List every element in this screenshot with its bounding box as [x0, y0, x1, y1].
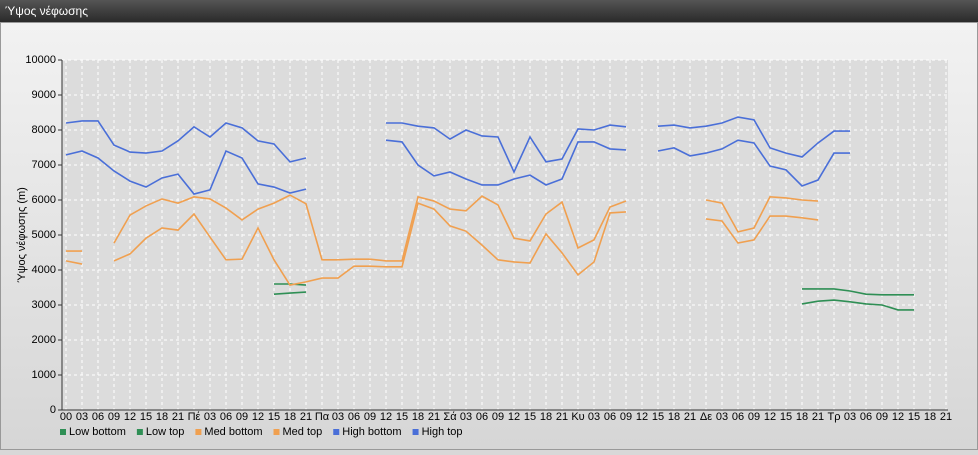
legend-label: Med bottom — [204, 426, 262, 438]
grid — [62, 59, 948, 411]
x-tick-label: 15 — [524, 411, 536, 423]
legend-label: Low top — [146, 426, 185, 438]
x-tick-label: 21 — [300, 411, 312, 423]
lines — [65, 116, 914, 311]
x-tick-label: 15 — [268, 411, 280, 423]
y-tick-label: 1000 — [32, 369, 56, 381]
y-tick-label: 7000 — [32, 159, 56, 171]
y-tick-label: 3000 — [32, 299, 56, 311]
x-tick-label: 09 — [620, 411, 632, 423]
legend-label: Low bottom — [69, 426, 126, 438]
legend-swatch — [412, 429, 419, 435]
x-tick-label: 21 — [556, 411, 568, 423]
x-tick-label: 06 — [860, 411, 872, 423]
x-tick-label: 18 — [284, 411, 296, 423]
x-tick-label: 06 — [604, 411, 616, 423]
x-tick-label: Κυ — [571, 411, 584, 423]
x-tick-label: 12 — [124, 411, 136, 423]
x-tick-label: 03 — [716, 411, 728, 423]
y-tick-label: 10000 — [25, 54, 56, 66]
legend-label: High top — [422, 426, 463, 438]
series-line — [65, 139, 850, 195]
x-tick-label: 12 — [636, 411, 648, 423]
x-tick-label: 00 — [60, 411, 72, 423]
y-tick-label: 0 — [50, 404, 56, 416]
title-bar — [0, 0, 978, 22]
series-line — [273, 291, 914, 311]
y-tick-label: 8000 — [32, 124, 56, 136]
x-tick-label: Πέ — [188, 411, 201, 423]
x-tick-label: 03 — [76, 411, 88, 423]
x-tick-label: Πα — [315, 411, 330, 423]
x-tick-label: 21 — [428, 411, 440, 423]
series-line — [66, 194, 819, 262]
x-tick-label: 09 — [236, 411, 248, 423]
x-tick-label: 15 — [396, 411, 408, 423]
legend-swatch — [273, 429, 280, 435]
x-tick-label: 21 — [172, 411, 184, 423]
x-tick-label: 09 — [876, 411, 888, 423]
x-tick-label: 09 — [748, 411, 760, 423]
x-tick-label: 18 — [540, 411, 552, 423]
x-tick-label: 09 — [364, 411, 376, 423]
y-axis-label: Ύψος νέφωσης (m) — [16, 187, 28, 283]
x-tick-label: 03 — [844, 411, 856, 423]
x-tick-label: 21 — [940, 411, 952, 423]
x-tick-label: 18 — [156, 411, 168, 423]
x-tick-label: 09 — [108, 411, 120, 423]
x-tick-label: 15 — [652, 411, 664, 423]
y-tick-label: 9000 — [32, 89, 56, 101]
y-tick-label: 6000 — [32, 194, 56, 206]
x-tick-label: 15 — [140, 411, 152, 423]
x-tick-label: 18 — [412, 411, 424, 423]
y-tick-label: 4000 — [32, 264, 56, 276]
x-tick-label: 09 — [492, 411, 504, 423]
x-tick-label: 15 — [908, 411, 920, 423]
x-tick-label: 12 — [252, 411, 264, 423]
legend-swatch — [136, 429, 143, 435]
x-tick-label: 18 — [924, 411, 936, 423]
x-tick-label: 06 — [732, 411, 744, 423]
x-tick-label: 12 — [380, 411, 392, 423]
x-tick-label: 15 — [780, 411, 792, 423]
series-line — [65, 116, 850, 174]
x-tick-label: Σά — [443, 411, 457, 423]
x-tick-label: 06 — [476, 411, 488, 423]
x-tick-label: 03 — [460, 411, 472, 423]
y-tick-label: 5000 — [32, 229, 56, 241]
legend-label: Med top — [283, 426, 323, 438]
legend-label: High bottom — [342, 426, 401, 438]
chart-title: Ύψος νέφωσης — [5, 4, 88, 18]
x-tick-label: 03 — [588, 411, 600, 423]
x-tick-label: 12 — [764, 411, 776, 423]
legend-swatch — [60, 429, 66, 435]
series-line — [65, 202, 819, 286]
x-tick-label: Τρ — [828, 411, 841, 423]
x-tick-label: 18 — [668, 411, 680, 423]
legend-swatch — [333, 429, 340, 435]
legend-swatch — [195, 429, 202, 435]
x-tick-label: 06 — [220, 411, 232, 423]
x-tick-label: 03 — [332, 411, 344, 423]
x-tick-label: 03 — [204, 411, 216, 423]
y-tick-label: 2000 — [32, 334, 56, 346]
x-tick-label: 21 — [684, 411, 696, 423]
x-tick-label: 18 — [796, 411, 808, 423]
x-tick-label: 06 — [348, 411, 360, 423]
x-tick-label: 12 — [508, 411, 520, 423]
x-tick-label: 21 — [812, 411, 824, 423]
x-tick-label: 12 — [892, 411, 904, 423]
x-tick-label: Δε — [700, 411, 712, 423]
x-tick-label: 06 — [92, 411, 104, 423]
